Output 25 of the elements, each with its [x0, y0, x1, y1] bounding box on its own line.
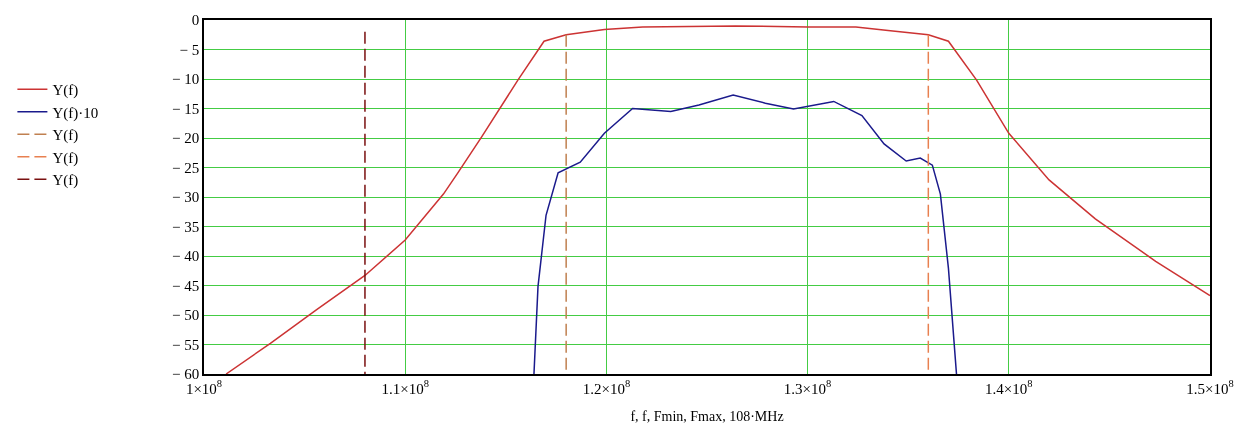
y-tick-label: − 45: [172, 277, 200, 294]
legend-label: Y(f)·10: [52, 104, 99, 122]
x-tick-label: 1.4×10$^{8}$: [985, 378, 1033, 397]
y-tick-label: − 5: [179, 41, 200, 58]
x-axis-title: f, f, Fmin, Fmax, 108·MHz: [630, 408, 784, 424]
y-tick-label: − 20: [172, 130, 200, 147]
y-tick-label: − 50: [172, 307, 200, 324]
y-tick-label: − 55: [172, 336, 200, 353]
y-tick-label: − 25: [172, 159, 200, 176]
legend-label: Y(f): [52, 172, 79, 190]
x-tick-label: 1.1×10$^{8}$: [381, 378, 429, 397]
y-tick-label: − 30: [172, 189, 200, 206]
legend-label: Y(f): [52, 149, 79, 167]
y-tick-label: − 35: [172, 218, 200, 235]
y-tick-label: − 15: [172, 100, 200, 117]
y-tick-label: 0: [191, 12, 200, 29]
x-tick-label: 1.3×10$^{8}$: [783, 378, 832, 397]
x-tick-label: 1.5×10$^{8}$: [1186, 378, 1234, 397]
x-tick-label: 1.2×10$^{8}$: [582, 378, 631, 397]
y-tick-label: − 40: [172, 248, 200, 265]
line-series: [533, 94, 958, 374]
legend-label: Y(f): [52, 82, 79, 100]
legend-label: Y(f): [52, 127, 79, 145]
y-tick-label: − 10: [172, 71, 200, 88]
line-series: [225, 25, 1210, 374]
